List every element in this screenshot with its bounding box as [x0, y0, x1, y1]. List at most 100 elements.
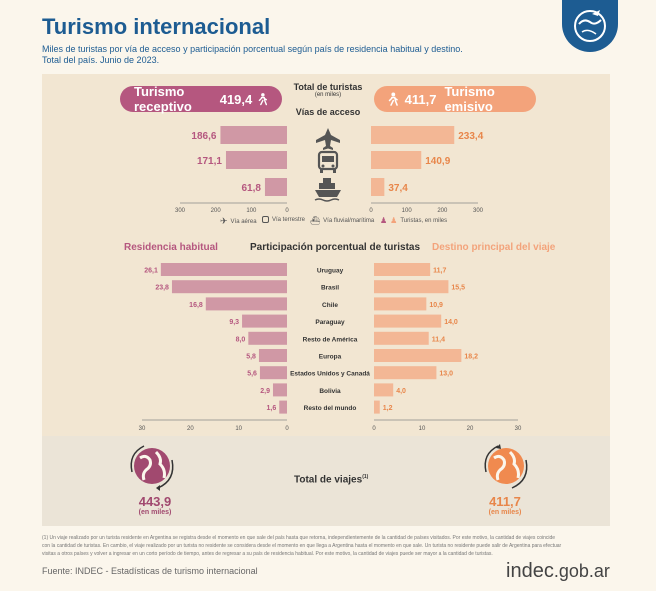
page-subtitle: Miles de turistas por vía de acceso y pa…	[42, 44, 512, 66]
label-residence: 1,6	[267, 405, 277, 412]
total-tourists-title: Total de turistas	[293, 82, 363, 92]
country-label: Chile	[322, 302, 338, 309]
globe-inbound-icon	[130, 445, 174, 491]
trips-note-mark: (1)	[362, 474, 369, 480]
globe-outbound-icon	[484, 444, 528, 489]
bar-receptivo	[225, 151, 287, 169]
label-emisivo: 140,9	[425, 156, 450, 167]
bar-residence	[258, 349, 287, 362]
label-residence: 5,8	[246, 354, 256, 361]
bar-residence	[279, 400, 287, 414]
tick-label: 300	[175, 208, 186, 214]
country-label: Bolivia	[319, 388, 341, 395]
label-destination: 13,0	[439, 371, 453, 378]
country-label: Brasil	[321, 285, 339, 292]
tick-label: 200	[211, 208, 222, 214]
bar-residence	[205, 297, 287, 311]
brand[interactable]: indec.gob.ar	[506, 560, 610, 583]
legend-tourists-icon-2: ♟	[390, 216, 398, 225]
legend-land-label: Vía terrestre	[272, 216, 306, 223]
traveler-icon	[388, 92, 398, 106]
legend-ship-icon: ⛴	[310, 216, 321, 225]
bus-icon	[317, 150, 339, 173]
trips-right: 411,7 (en miles)	[470, 494, 540, 516]
total-tourists-unit: (en miles)	[314, 92, 342, 98]
legend-tourists-label: Turistas, en miles	[400, 217, 448, 224]
country-label: Resto de América	[303, 336, 358, 343]
label-destination: 18,2	[464, 354, 478, 361]
tick-label: 100	[246, 208, 257, 214]
tick-label: 20	[187, 426, 194, 432]
country-label: Paraguay	[315, 319, 345, 326]
label-residence: 9,3	[229, 319, 239, 326]
brand-suffix: .gob.ar	[553, 561, 610, 581]
country-label: Uruguay	[317, 268, 344, 275]
logo-badge	[562, 0, 618, 52]
bar-residence	[272, 383, 287, 397]
bar-destination	[374, 263, 431, 276]
emisivo-label: Turismo emisivo	[444, 84, 495, 114]
tick-label: 0	[369, 208, 373, 214]
bar-destination	[374, 331, 429, 345]
bar-destination	[374, 297, 427, 311]
trips-left-unit: (en miles)	[138, 509, 172, 516]
bar-residence	[160, 263, 287, 276]
receptivo-value: 419,4	[219, 91, 253, 107]
label-destination: 10,9	[429, 302, 443, 309]
source: Fuente: INDEC - Estadísticas de turismo …	[42, 566, 258, 576]
receptivo-pill: Turismo receptivo 419,4	[120, 84, 282, 114]
trips-right-value: 411,7	[489, 494, 521, 509]
tick-label: 10	[235, 426, 242, 432]
label-residence: 8,0	[236, 336, 246, 343]
receptivo-label: Turismo receptivo	[134, 84, 192, 114]
trips-left: 443,9 (en miles)	[120, 494, 190, 516]
label-receptivo: 186,6	[191, 131, 216, 142]
tick-label: 0	[372, 426, 376, 432]
page-title: Turismo internacional	[42, 14, 271, 39]
label-residence: 5,6	[247, 371, 257, 378]
label-residence: 26,1	[144, 268, 158, 275]
footnote: (1) Un viaje realizado por un turista re…	[42, 535, 562, 557]
destination-title: Destino principal del viaje	[432, 242, 556, 253]
trips-right-unit: (en miles)	[488, 509, 522, 516]
trips-left-value: 443,9	[138, 494, 172, 509]
bar-destination	[374, 383, 394, 397]
access-title: Vías de acceso	[295, 107, 361, 117]
emisivo-value: 411,7	[404, 91, 437, 107]
bar-emisivo	[371, 178, 385, 196]
tick-label: 20	[467, 426, 474, 432]
bar-receptivo	[220, 126, 287, 144]
subtitle-line-1: Miles de turistas por vía de acceso y pa…	[42, 44, 463, 54]
label-destination: 14,0	[444, 319, 458, 326]
label-receptivo: 61,8	[241, 183, 261, 194]
label-emisivo: 37,4	[388, 183, 408, 194]
label-destination: 11,7	[433, 268, 446, 275]
label-destination: 4,0	[396, 388, 406, 395]
bar-emisivo	[371, 126, 455, 144]
legend-water: ⛴ Vía fluvial/marítima	[310, 216, 374, 225]
bar-destination	[374, 314, 442, 328]
legend-water-label: Vía fluvial/marítima	[323, 217, 375, 224]
tick-label: 300	[473, 208, 484, 214]
country-label: Resto del mundo	[304, 405, 357, 412]
participation-chart: 26,1 11,7 Uruguay 23,8 15,5 Brasil 16,8 10,9 Chi…	[139, 263, 522, 432]
bar-residence	[171, 280, 287, 294]
walker-icon	[258, 93, 268, 106]
emisivo-pill: 411,7 Turismo emisivo	[374, 84, 536, 114]
tick-label: 10	[419, 426, 426, 432]
trips-label-text: Total de viajes	[294, 474, 363, 486]
brand-name: indec	[506, 560, 554, 582]
bar-emisivo	[371, 151, 422, 169]
label-destination: 11,4	[432, 336, 445, 343]
label-residence: 16,8	[189, 302, 203, 309]
legend-bus-icon	[262, 216, 269, 223]
country-label: Europa	[319, 354, 342, 361]
legend-air-label: Vía aérea	[230, 218, 257, 225]
tick-label: 100	[402, 208, 413, 214]
globe-plane-icon	[574, 10, 606, 42]
bar-destination	[374, 366, 437, 380]
ship-icon	[314, 178, 341, 202]
access-chart: 186,6 233,4 171,1 140,9 61,8 37,4 300 200 100 0 0 1…	[175, 126, 484, 214]
legend-air: ✈ Vía aérea	[220, 216, 257, 227]
label-destination: 1,2	[383, 405, 393, 412]
